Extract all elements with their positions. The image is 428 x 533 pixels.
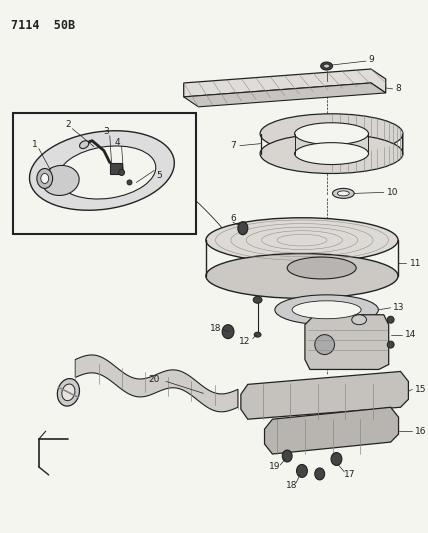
- Ellipse shape: [294, 123, 369, 144]
- Polygon shape: [241, 372, 408, 419]
- Polygon shape: [184, 69, 386, 97]
- Text: 9: 9: [368, 54, 374, 63]
- Ellipse shape: [222, 325, 234, 338]
- Ellipse shape: [387, 316, 394, 323]
- Text: 12: 12: [239, 337, 250, 346]
- Text: 4: 4: [115, 138, 121, 147]
- Ellipse shape: [333, 188, 354, 198]
- Ellipse shape: [315, 335, 335, 354]
- Polygon shape: [305, 315, 389, 369]
- Text: 14: 14: [405, 330, 416, 339]
- Text: 18: 18: [209, 324, 221, 333]
- Text: 7: 7: [230, 141, 236, 150]
- Polygon shape: [265, 407, 398, 454]
- Text: 11: 11: [410, 259, 421, 268]
- Polygon shape: [184, 83, 386, 107]
- Text: 10: 10: [387, 188, 398, 197]
- Ellipse shape: [253, 296, 262, 303]
- Ellipse shape: [37, 168, 53, 188]
- Ellipse shape: [331, 453, 342, 465]
- Ellipse shape: [127, 180, 132, 185]
- Polygon shape: [75, 355, 238, 412]
- Text: 16: 16: [414, 426, 426, 435]
- Text: 6: 6: [230, 214, 236, 223]
- Text: 7114  50B: 7114 50B: [11, 19, 75, 33]
- Ellipse shape: [42, 165, 79, 196]
- Ellipse shape: [57, 378, 80, 406]
- Ellipse shape: [206, 218, 398, 263]
- Ellipse shape: [352, 315, 366, 325]
- Ellipse shape: [238, 222, 248, 235]
- Ellipse shape: [324, 64, 330, 68]
- Ellipse shape: [294, 143, 369, 165]
- Text: 3: 3: [103, 127, 109, 136]
- Ellipse shape: [321, 62, 333, 70]
- Ellipse shape: [41, 173, 49, 183]
- Ellipse shape: [282, 450, 292, 462]
- Ellipse shape: [260, 114, 403, 154]
- Ellipse shape: [62, 384, 75, 401]
- Text: 1: 1: [32, 140, 38, 149]
- Bar: [110, 163, 122, 174]
- Text: 18: 18: [286, 481, 298, 490]
- Text: 15: 15: [414, 385, 426, 394]
- Text: 19: 19: [269, 463, 280, 472]
- Ellipse shape: [297, 464, 307, 478]
- Ellipse shape: [30, 131, 174, 210]
- Ellipse shape: [337, 191, 349, 196]
- Ellipse shape: [58, 146, 156, 199]
- Text: 2: 2: [65, 120, 71, 129]
- Ellipse shape: [292, 301, 361, 319]
- Text: 20: 20: [149, 375, 160, 384]
- Text: 17: 17: [344, 471, 355, 479]
- Ellipse shape: [275, 295, 378, 325]
- Ellipse shape: [254, 332, 261, 337]
- Ellipse shape: [387, 341, 394, 348]
- Text: 8: 8: [395, 84, 401, 93]
- Ellipse shape: [315, 468, 324, 480]
- Bar: [13, 113, 196, 234]
- Ellipse shape: [119, 169, 125, 175]
- Text: 5: 5: [156, 171, 162, 180]
- Text: 13: 13: [393, 303, 404, 312]
- Ellipse shape: [206, 254, 398, 298]
- Ellipse shape: [80, 141, 89, 149]
- Ellipse shape: [287, 257, 356, 279]
- Ellipse shape: [260, 134, 403, 173]
